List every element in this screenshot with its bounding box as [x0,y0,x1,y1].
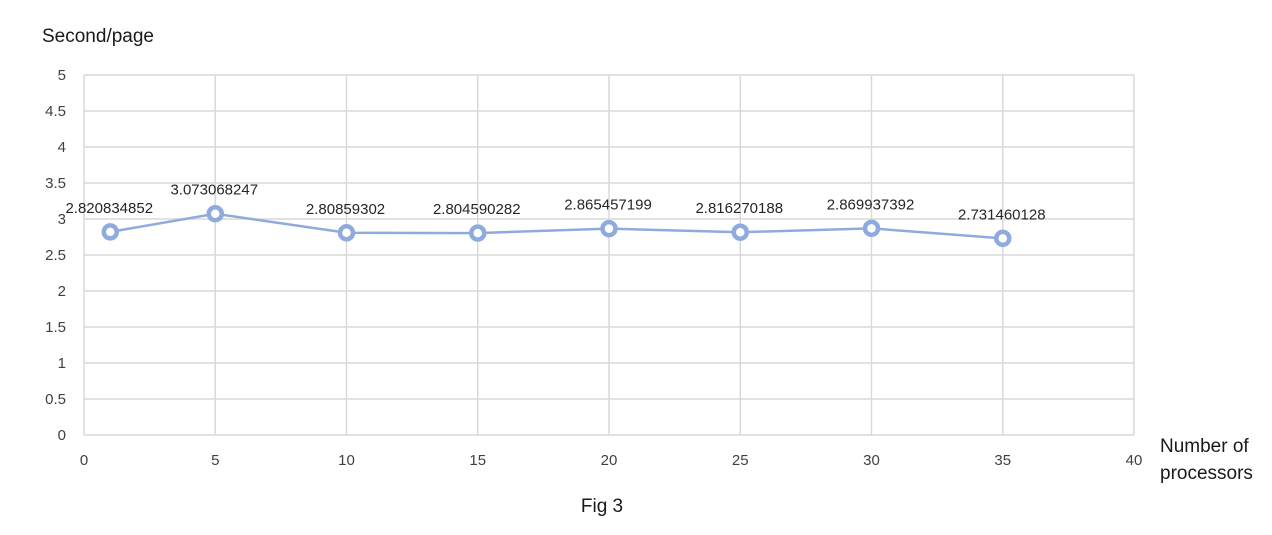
y-axis-ticks: 0 0.5 1 1.5 2 2.5 3 3.5 4 4.5 5 [45,67,66,444]
data-label: 2.820834852 [65,200,153,217]
y-axis-title: Second/page [42,26,154,47]
y-tick-label: 4.5 [45,103,66,120]
x-axis-title-line-2: processors [1160,463,1253,484]
y-tick-label: 0 [58,427,66,444]
y-tick-label: 1.5 [45,319,66,336]
x-tick-label: 15 [469,452,486,469]
data-label: 2.80859302 [306,201,385,218]
x-tick-label: 40 [1126,452,1143,469]
x-tick-label: 10 [338,452,355,469]
data-label: 2.865457199 [564,197,652,214]
data-label: 2.869937392 [827,196,915,213]
y-tick-label: 1 [58,355,66,372]
data-point [994,229,1012,248]
data-point [469,224,487,242]
data-point [731,223,749,241]
data-label: 2.731460128 [958,206,1046,223]
data-label: 3.073068247 [170,182,258,199]
x-axis-title-line-1: Number of [1160,436,1249,457]
y-tick-label: 3.5 [45,175,66,192]
y-tick-label: 5 [58,67,66,84]
y-tick-label: 4 [58,139,66,156]
x-tick-label: 20 [601,452,618,469]
gridlines [83,74,1135,436]
data-point [206,204,224,223]
series-line [110,212,1003,240]
y-tick-label: 2 [58,283,66,300]
data-labels: 2.820834852 3.073068247 2.80859302 2.804590… [65,182,1045,224]
x-tick-label: 35 [994,452,1011,469]
y-tick-label: 3 [58,211,66,228]
data-point [600,219,618,238]
y-tick-label: 2.5 [45,247,66,264]
data-point [337,224,356,242]
figure-caption: Fig 3 [581,496,623,517]
data-label: 2.804590282 [433,201,521,218]
x-tick-label: 25 [732,452,749,469]
x-tick-label: 0 [80,452,88,469]
x-axis-ticks: 0 5 10 15 20 25 30 35 40 [80,452,1143,469]
x-tick-label: 30 [863,452,880,469]
x-tick-label: 5 [211,452,219,469]
data-point [101,223,119,241]
series-layer [101,204,1012,248]
y-tick-label: 0.5 [45,391,66,408]
data-label: 2.816270188 [695,200,783,217]
data-point [862,219,881,238]
